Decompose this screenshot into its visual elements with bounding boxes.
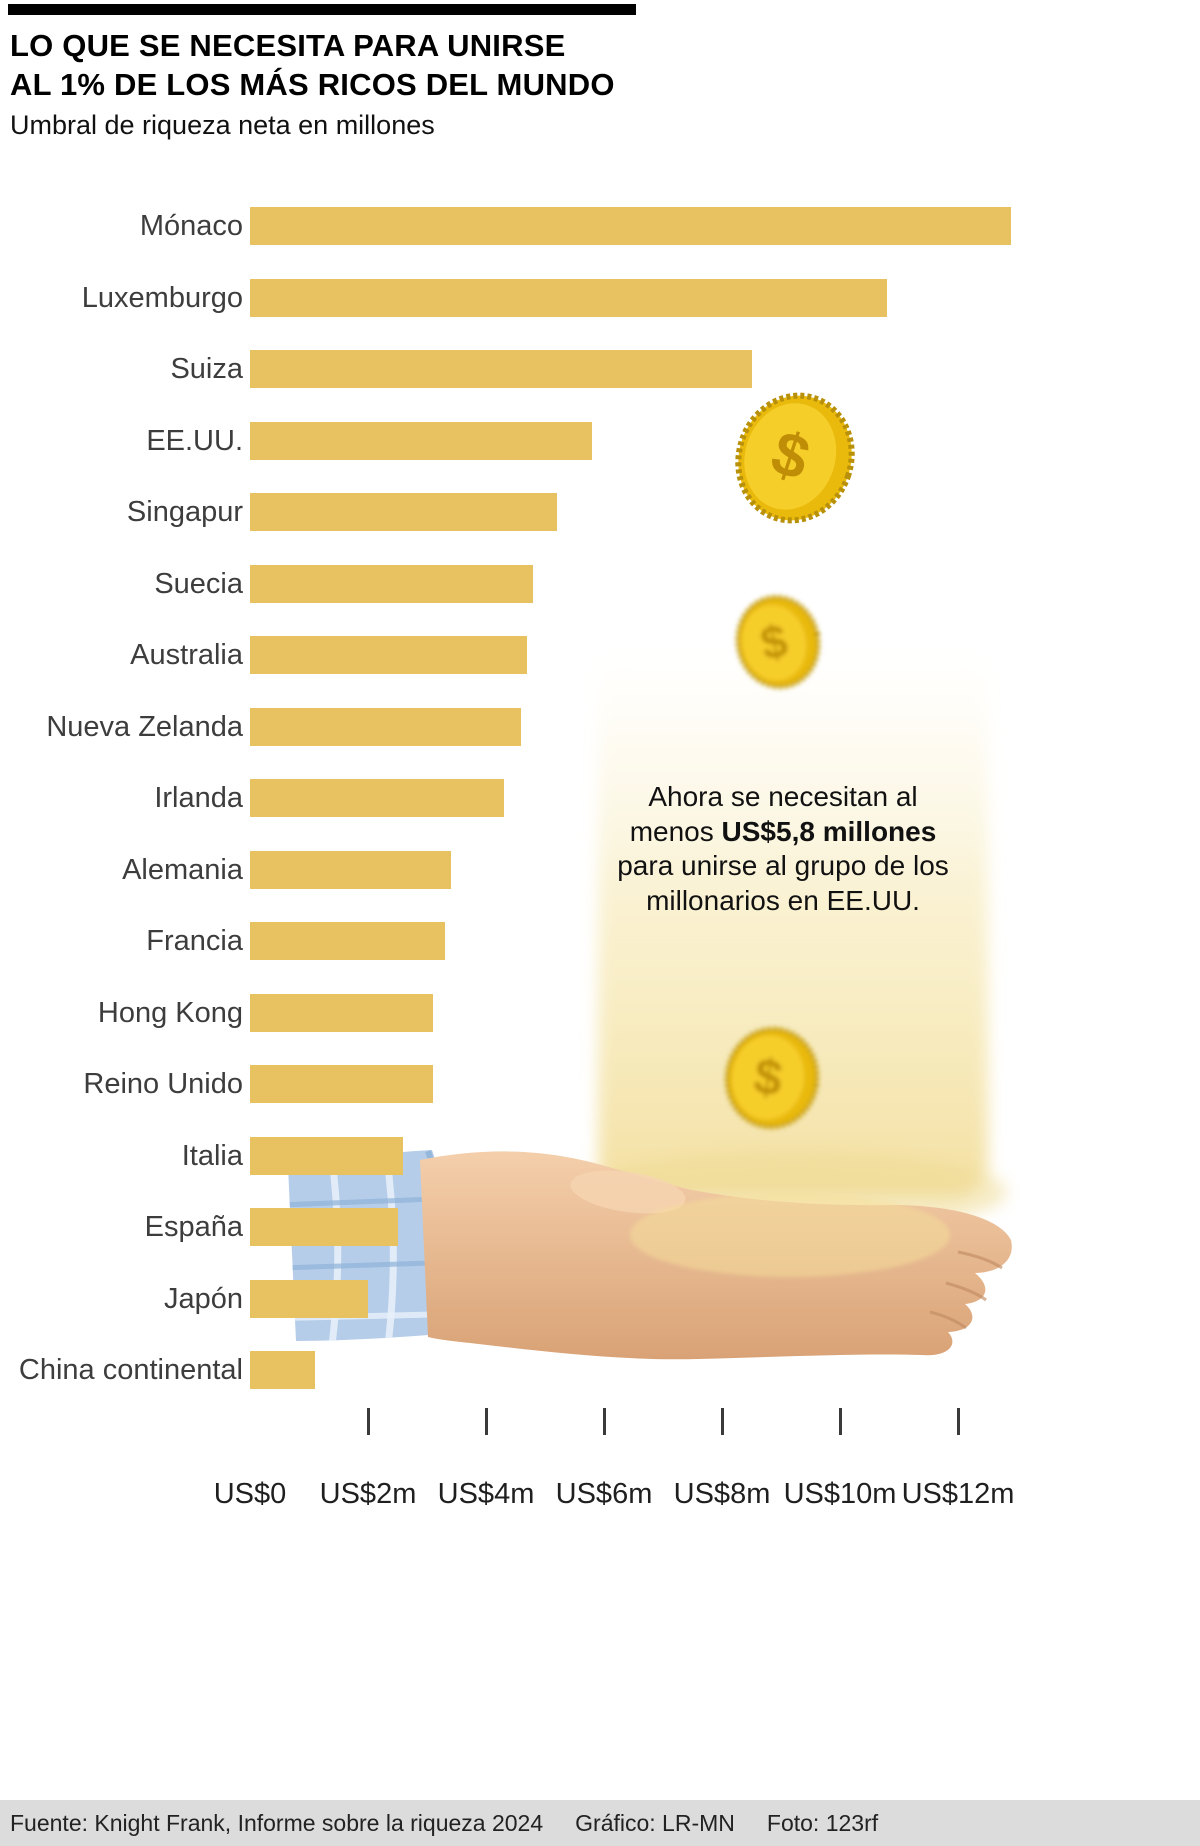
country-label: Mónaco [139,210,243,242]
x-axis-tick [367,1408,370,1435]
country-label: Reino Unido [83,1068,243,1100]
x-axis-label: US$12m [901,1478,1015,1510]
bar [250,350,752,388]
bar-row: Japón [0,1279,1100,1318]
country-label: España [144,1211,243,1243]
bar-row: España [0,1208,1100,1246]
country-label: Suiza [170,353,243,385]
title-line-1: LO QUE SE NECESITA PARA UNIRSE [10,28,566,63]
bar-row: Singapur [0,493,1100,531]
bar [250,850,451,889]
title-line-2: AL 1% DE LOS MÁS RICOS DEL MUNDO [10,67,615,103]
bar [250,1065,433,1103]
bar [250,493,557,531]
bar-row: Nueva Zelanda [0,707,1100,746]
bar-row: Irlanda [0,779,1100,817]
x-axis-tick [603,1408,606,1435]
footer: Fuente: Knight Frank, Informe sobre la r… [0,1800,1200,1846]
country-label: Alemania [122,853,243,886]
footer-credit: Gráfico: LR-MN [575,1809,735,1836]
x-axis-label: US$0 [213,1478,287,1510]
bar [250,1208,398,1246]
bar [250,207,1011,245]
country-label: Nueva Zelanda [46,710,243,743]
page-title: LO QUE SE NECESITA PARA UNIRSE AL 1% DE … [10,26,615,104]
country-label: Australia [130,639,243,671]
annotation-bold-value: US$5,8 millones [721,815,937,847]
country-label: Singapur [126,496,243,528]
bar-row: Australia [0,636,1100,674]
footer-source: Fuente: Knight Frank, Informe sobre la r… [10,1809,544,1836]
x-axis-label: US$10m [783,1478,897,1510]
x-axis-tick [721,1408,724,1435]
bar [250,278,887,317]
country-label: Luxemburgo [81,281,243,314]
country-label: Suecia [154,567,243,600]
bar [250,421,592,460]
country-label: China continental [18,1354,243,1386]
bar-row: Luxemburgo [0,278,1100,317]
bar-row: Alemania [0,850,1100,889]
x-axis-tick [839,1408,842,1435]
country-label: Japón [163,1282,243,1315]
footer-photo: Foto: 123rf [766,1809,879,1836]
x-axis-label: US$8m [673,1478,771,1510]
x-axis-label: US$6m [555,1478,653,1510]
chart-subtitle: Umbral de riqueza neta en millones [10,110,435,140]
country-label: EE.UU. [146,424,243,457]
bar-row: Suecia [0,564,1100,603]
bar [250,636,527,674]
bar-row: Hong Kong [0,993,1100,1032]
x-axis-tick [485,1408,488,1435]
country-label: Italia [181,1139,243,1172]
bar-row: Francia [0,922,1100,960]
annotation: Ahora se necesitan al menos US$5,8 millo… [615,780,951,919]
bar-row: Suiza [0,350,1100,388]
bar [250,564,533,603]
annotation-post: para unirse al grupo de los millonarios … [617,850,949,917]
bar [250,1351,315,1389]
bar-row: Reino Unido [0,1065,1100,1103]
x-axis-label: US$4m [437,1478,535,1510]
country-label: Hong Kong [97,996,243,1029]
country-label: Francia [146,925,243,957]
bar-row: Italia [0,1136,1100,1175]
bar-row: China continental [0,1351,1100,1389]
bar [250,707,521,746]
bar-row: Mónaco [0,207,1100,245]
top-rule [8,4,636,15]
bar [250,922,445,960]
x-axis-tick [957,1408,960,1435]
x-axis-label: US$2m [319,1478,417,1510]
bar [250,1136,403,1175]
bar [250,779,504,817]
bar-row: EE.UU. [0,421,1100,460]
bar [250,993,433,1032]
country-label: Irlanda [154,782,243,814]
bar [250,1279,368,1318]
